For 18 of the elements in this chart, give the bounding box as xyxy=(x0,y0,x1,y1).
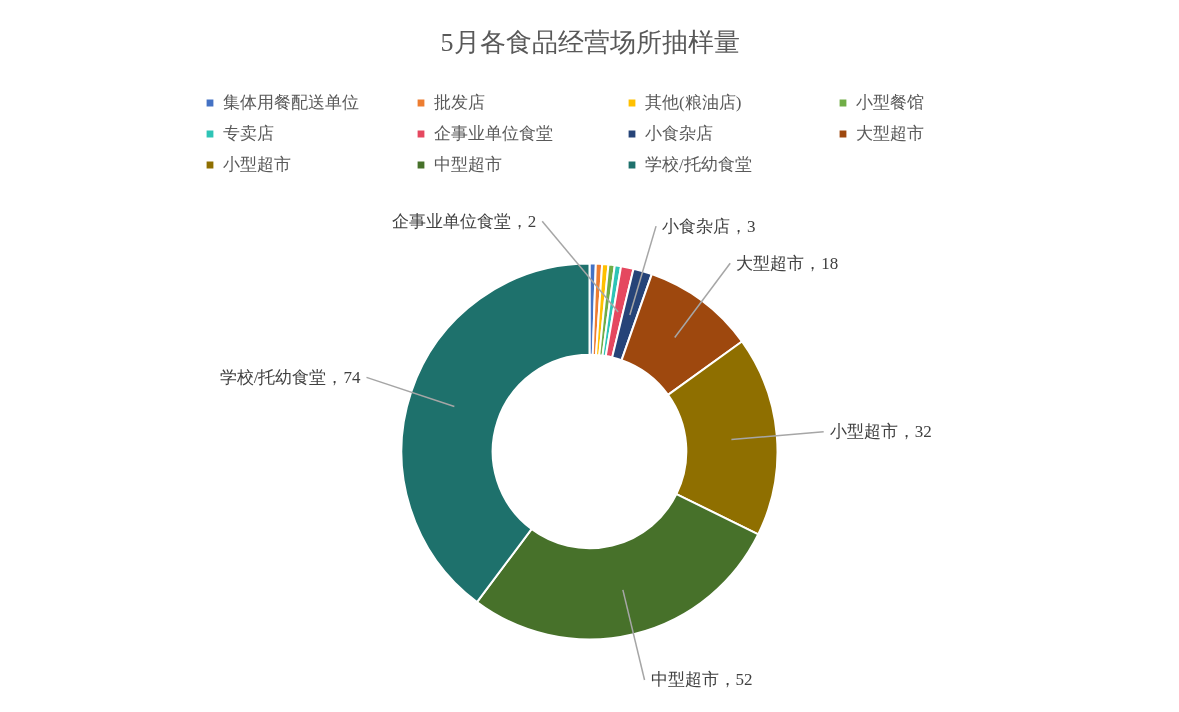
chart-title: 5月各食品经营场所抽样量 xyxy=(440,28,740,57)
legend-label: 批发店 xyxy=(434,92,486,114)
legend-label: 学校/托幼食堂 xyxy=(645,154,753,176)
legend-label: 大型超市 xyxy=(856,123,925,145)
data-label: 小型超市，32 xyxy=(829,422,932,442)
data-label: 小食杂店，3 xyxy=(662,216,756,236)
legend-label: 小型超市 xyxy=(223,154,292,176)
legend-label: 中型超市 xyxy=(434,154,503,176)
legend-label: 企事业单位食堂 xyxy=(434,123,554,145)
data-label: 大型超市，18 xyxy=(736,253,839,273)
legend-label: 集体用餐配送单位 xyxy=(223,92,360,114)
legend-label: 小食杂店 xyxy=(645,123,714,145)
legend-label: 其他(粮油店) xyxy=(645,92,743,114)
data-label: 中型超市，52 xyxy=(650,670,753,690)
legend-label: 小型餐馆 xyxy=(856,92,925,114)
data-label: 学校/托幼食堂，74 xyxy=(219,367,361,387)
data-label: 企事业单位食堂，2 xyxy=(391,211,537,231)
legend-label: 专卖店 xyxy=(223,123,275,145)
